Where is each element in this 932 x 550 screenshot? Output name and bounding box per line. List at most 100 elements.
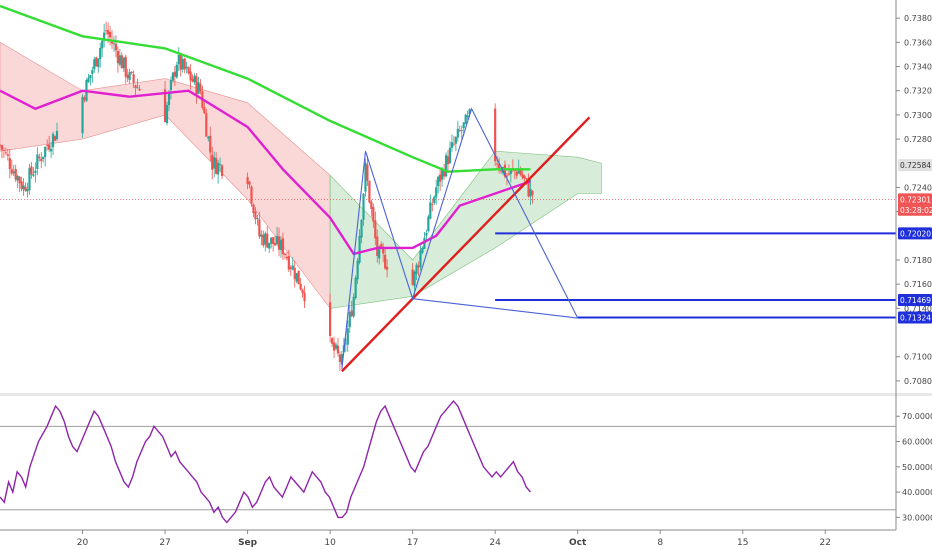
candle-body <box>411 269 414 285</box>
cloud-bullish <box>329 150 602 309</box>
candle-body <box>250 186 253 204</box>
osc-y-tick-label: 30.0000 <box>902 513 932 522</box>
x-tick-label: 15 <box>737 538 748 548</box>
candle-body <box>12 171 15 174</box>
pane-separator <box>0 393 932 396</box>
price-badges: 0.725840.7230103:28:020.720200.714690.71… <box>898 159 932 324</box>
candle-body <box>521 174 524 178</box>
candle-body <box>505 175 509 177</box>
candle-body <box>48 144 51 150</box>
candle-body <box>10 169 13 174</box>
candle-body <box>26 189 29 192</box>
candle-body <box>254 211 257 220</box>
candle-body <box>83 97 86 100</box>
candle-body <box>163 89 167 123</box>
candle-body <box>352 296 355 317</box>
candle-body <box>130 71 133 73</box>
candle-body <box>211 154 214 170</box>
price-badge <box>898 203 932 216</box>
candle-body <box>136 87 139 89</box>
candle-body <box>283 253 287 255</box>
candle-body <box>360 219 363 238</box>
candle-body <box>350 310 353 317</box>
candle-body <box>452 143 455 145</box>
candle-body <box>268 242 271 249</box>
candle-body <box>358 235 361 263</box>
candle-body <box>272 237 275 244</box>
candle-body <box>380 244 383 249</box>
candle-body <box>385 266 389 270</box>
candle-body <box>384 254 387 269</box>
candle-body <box>175 64 178 78</box>
candle-body <box>417 265 420 268</box>
candle-body <box>14 169 17 180</box>
candle-body <box>105 30 108 32</box>
candle-body <box>338 354 342 362</box>
candle-body <box>122 57 125 69</box>
candle-body <box>30 166 33 175</box>
candle-body <box>429 202 432 219</box>
candle-body <box>8 158 11 170</box>
candle-body <box>370 201 373 209</box>
candle-body <box>89 74 92 79</box>
price-badge-label: 0.72020 <box>900 229 931 238</box>
candle-body <box>24 186 27 191</box>
candle-body <box>215 158 218 174</box>
candle-body <box>275 235 279 244</box>
candle-body <box>185 66 188 69</box>
price-badge-label: 0.71324 <box>900 314 931 323</box>
candle-body <box>191 78 194 82</box>
candle-body <box>277 236 281 250</box>
candle-body <box>207 136 210 139</box>
candle-body <box>348 311 351 328</box>
candle-body <box>285 256 288 259</box>
candle-body <box>220 165 224 177</box>
candle-body <box>356 260 359 280</box>
candle-body <box>531 190 534 195</box>
candle-body <box>2 150 6 151</box>
candle-body <box>173 71 176 77</box>
candle-body <box>415 264 418 275</box>
drawings[interactable] <box>0 107 896 373</box>
candle-body <box>179 54 182 70</box>
candle-body <box>49 148 53 152</box>
osc-y-tick-label: 50.0000 <box>902 463 932 472</box>
candle-body <box>81 96 84 134</box>
candle-body <box>334 344 338 349</box>
candle-body <box>378 246 381 259</box>
candle-body <box>466 115 469 118</box>
candle-body <box>53 136 57 141</box>
price-badge-label: 0.72584 <box>900 161 931 170</box>
candle-body <box>16 175 19 181</box>
candle-body <box>295 273 298 282</box>
candle-body <box>28 168 31 190</box>
candle-body <box>374 220 377 239</box>
candle-body <box>36 154 39 169</box>
candle-body <box>46 145 49 146</box>
candle-body <box>497 164 501 169</box>
osc-y-tick-label: 70.0000 <box>902 412 932 421</box>
candle-body <box>260 234 263 237</box>
candle-body <box>301 289 304 293</box>
candle-body <box>448 147 452 164</box>
candle-body <box>91 69 94 74</box>
candles <box>0 21 534 371</box>
candle-body <box>494 108 497 162</box>
candle-body <box>248 181 251 185</box>
candle-body <box>138 88 141 91</box>
candle-body <box>279 239 283 251</box>
candle-body <box>442 169 446 177</box>
candle-body <box>103 32 106 41</box>
candle-body <box>287 255 290 270</box>
candle-body <box>456 128 459 138</box>
candle-body <box>425 233 428 236</box>
candle-body <box>177 54 180 65</box>
candle-body <box>364 162 367 192</box>
